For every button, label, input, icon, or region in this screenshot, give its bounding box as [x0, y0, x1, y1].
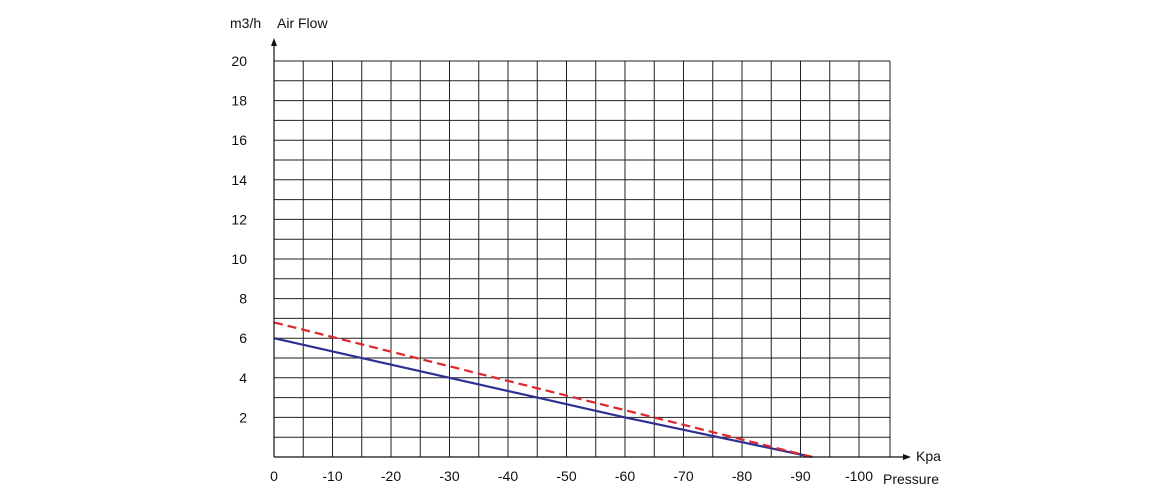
x-tick-label: -90: [790, 468, 810, 484]
x-tick-label: 0: [270, 468, 278, 484]
x-tick-label: -80: [732, 468, 752, 484]
x-tick-label: -50: [556, 468, 576, 484]
series-line-solid: [273, 337, 813, 459]
y-tick-label: 20: [231, 53, 247, 69]
x-axis-title: Pressure: [883, 471, 939, 487]
y-tick-label: 10: [231, 251, 247, 267]
x-tick-label: -20: [381, 468, 401, 484]
chart-series: [273, 321, 813, 459]
x-tick-label: -10: [322, 468, 342, 484]
y-tick-label: 16: [231, 132, 247, 148]
x-tick-label: -70: [673, 468, 693, 484]
y-tick-label: 4: [239, 370, 247, 386]
x-tick-label: -100: [845, 468, 873, 484]
y-unit-label: m3/h: [230, 15, 261, 31]
chart-axes: [271, 38, 911, 460]
chart-grid: [274, 60, 891, 457]
chart-tick-labels: 0 -10 -20 -30 -40 -50 -60 -70 -80 -90 -100 2 4 6 8 10 12…: [231, 53, 873, 484]
x-axis-arrow: [903, 454, 911, 460]
series-line-dashed: [273, 321, 813, 459]
x-unit-label: Kpa: [916, 448, 941, 464]
x-tick-label: -60: [615, 468, 635, 484]
y-tick-label: 18: [231, 93, 247, 109]
x-tick-label: -30: [439, 468, 459, 484]
y-tick-label: 8: [239, 291, 247, 307]
y-tick-label: 6: [239, 330, 247, 346]
y-tick-label: 14: [231, 172, 247, 188]
y-tick-label: 2: [239, 409, 247, 425]
x-tick-label: -40: [498, 468, 518, 484]
y-axis-arrow: [271, 38, 277, 46]
y-axis-title: Air Flow: [277, 15, 328, 31]
y-tick-label: 12: [231, 211, 247, 227]
